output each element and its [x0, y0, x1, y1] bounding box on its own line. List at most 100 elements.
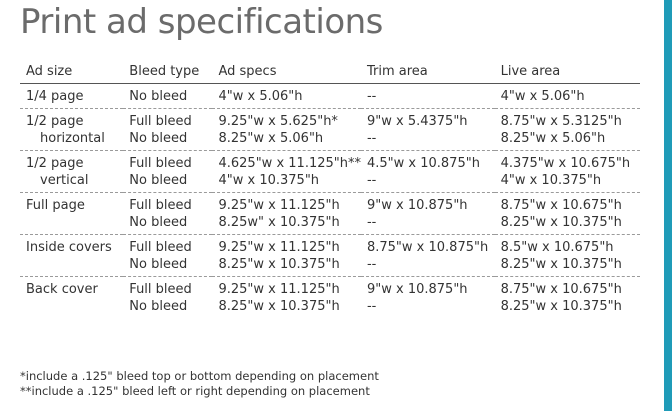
ad-specs-line: 9.25"w x 11.125"h: [218, 282, 340, 297]
ad-specs-line: 8.25w" x 10.375"h: [218, 215, 340, 230]
live-area-cell: 8.75"w x 10.675"h 8.25"w x 10.375"h: [495, 277, 640, 319]
bleed-type-line: No bleed: [129, 299, 188, 314]
bleed-type-cell: Full bleed No bleed: [123, 150, 213, 193]
header-ad-specs: Ad specs: [212, 58, 361, 84]
live-area-cell: 8.75"w x 10.675"h 8.25"w x 10.375"h: [494, 192, 640, 235]
header-ad-size: Ad size: [20, 58, 124, 84]
bleed-type-line: No bleed: [129, 215, 188, 230]
table-row: Full page Full bleed No bleed 9.25"w x 11.1…: [20, 192, 640, 235]
trim-area-line: 9"w x 10.875"h: [366, 198, 468, 213]
ad-size-cell: Full page: [20, 192, 124, 235]
bleed-type-line: Full bleed: [129, 240, 192, 255]
trim-area-line: --: [366, 257, 377, 272]
trim-area-cell: 9"w x 10.875"h --: [361, 277, 495, 319]
ad-size-cell: 1/4 page: [20, 83, 124, 109]
ad-size-line: vertical: [40, 173, 89, 188]
live-area-line: 8.75"w x 10.675"h: [500, 282, 622, 297]
footnote-double-asterisk: **include a .125" bleed left or right de…: [20, 384, 370, 398]
live-area-cell: 8.5"w x 10.675"h 8.25"w x 10.375"h: [494, 234, 640, 277]
trim-area-line: 9"w x 10.875"h: [366, 282, 468, 297]
ad-size-cell: Inside covers: [20, 234, 124, 277]
live-area-line: 8.75"w x 5.3125"h: [500, 114, 622, 129]
live-area-line: 8.25"w x 10.375"h: [500, 257, 622, 272]
header-live-area: Live area: [494, 58, 640, 84]
bleed-type-cell: No bleed: [123, 83, 213, 109]
page-title: Print ad specifications: [20, 2, 383, 42]
bleed-type-line: Full bleed: [129, 114, 192, 129]
trim-area-line: 8.75"w x 10.875"h: [366, 240, 489, 255]
table-row: Back cover Full bleed No bleed 9.25"w x 11.…: [20, 277, 640, 319]
bleed-type-cell: Full bleed No bleed: [123, 234, 213, 277]
ad-specs-line: 9.25"w x 11.125"h: [218, 198, 340, 213]
live-area-line: 8.25"w x 5.06"h: [500, 131, 606, 146]
header-bleed-type: Bleed type: [123, 58, 213, 84]
live-area-line: 4"w x 10.375"h: [500, 173, 602, 188]
table-header-row: Ad size Bleed type Ad specs Trim area Li…: [20, 58, 640, 84]
bleed-type-cell: Full bleed No bleed: [123, 192, 213, 235]
ad-specs-line: 4"w x 5.06"h: [218, 89, 303, 104]
ad-size-line: Back cover: [26, 282, 98, 297]
live-area-cell: 4"w x 5.06"h: [494, 83, 640, 109]
bleed-type-cell: Full bleed No bleed: [123, 108, 213, 151]
bleed-type-line: No bleed: [129, 131, 188, 146]
ad-specs-line: 9.25"w x 11.125"h: [218, 240, 340, 255]
trim-area-line: 4.5"w x 10.875"h: [366, 156, 480, 171]
ad-specs-line: 8.25"w x 5.06"h: [218, 131, 324, 146]
footnote-single-asterisk: *include a .125" bleed top or bottom dep…: [20, 369, 379, 383]
trim-area-cell: 9"w x 10.875"h --: [360, 192, 495, 235]
ad-specs-cell: 9.25"w x 11.125"h 8.25"w x 10.375"h: [212, 277, 361, 319]
trim-area-line: --: [366, 299, 377, 314]
ad-specs-cell: 9.25"w x 11.125"h 8.25w" x 10.375"h: [212, 192, 361, 235]
ad-size-line: 1/2 page: [26, 114, 84, 129]
ad-specs-cell: 9.25"w x 5.625"h* 8.25"w x 5.06"h: [212, 108, 361, 151]
table-row: Inside covers Full bleed No bleed 9.25"w x …: [20, 234, 640, 277]
ad-specs-cell: 4"w x 5.06"h: [212, 83, 361, 109]
ad-specs-line: 4.625"w x 11.125"h**: [218, 156, 361, 171]
ad-specs-line: 4"w x 10.375"h: [218, 173, 320, 188]
ad-specs-line: 8.25"w x 10.375"h: [218, 299, 340, 314]
ad-size-cell: Back cover: [20, 277, 123, 319]
ad-specs-cell: 4.625"w x 11.125"h** 4"w x 10.375"h: [212, 150, 361, 193]
live-area-line: 4.375"w x 10.675"h: [500, 156, 631, 171]
ad-size-cell: 1/2 page vertical: [20, 150, 124, 193]
trim-area-line: 9"w x 5.4375"h: [366, 114, 468, 129]
trim-area-cell: 4.5"w x 10.875"h --: [360, 150, 495, 193]
live-area-line: 4"w x 5.06"h: [500, 89, 585, 104]
live-area-cell: 4.375"w x 10.675"h 4"w x 10.375"h: [494, 150, 640, 193]
live-area-line: 8.5"w x 10.675"h: [500, 240, 614, 255]
live-area-cell: 8.75"w x 5.3125"h 8.25"w x 5.06"h: [494, 108, 640, 151]
table-row: 1/2 page vertical Full bleed No bleed 4.625"…: [20, 150, 640, 193]
ad-size-cell: 1/2 page horizontal: [20, 108, 124, 151]
trim-area-line: --: [366, 173, 377, 188]
trim-area-cell: 8.75"w x 10.875"h --: [360, 234, 495, 277]
trim-area-line: --: [366, 215, 377, 230]
ad-size-line: Full page: [26, 198, 85, 213]
bleed-type-cell: Full bleed No bleed: [123, 277, 212, 319]
bleed-type-line: No bleed: [129, 173, 188, 188]
header-trim-area: Trim area: [360, 58, 495, 84]
ad-size-line: 1/2 page: [26, 156, 84, 171]
live-area-line: 8.25"w x 10.375"h: [500, 299, 622, 314]
specs-table: Ad size Bleed type Ad specs Trim area Li…: [20, 58, 640, 318]
bleed-type-line: Full bleed: [129, 282, 192, 297]
bleed-type-line: No bleed: [129, 257, 188, 272]
ad-specs-line: 8.25"w x 10.375"h: [218, 257, 340, 272]
ad-size-line: Inside covers: [26, 240, 112, 255]
footnotes: *include a .125" bleed top or bottom dep…: [20, 369, 379, 399]
trim-area-cell: --: [360, 83, 495, 109]
bleed-type-line: No bleed: [129, 89, 188, 104]
live-area-line: 8.75"w x 10.675"h: [500, 198, 622, 213]
ad-specs-line: 9.25"w x 5.625"h*: [218, 114, 338, 129]
trim-area-cell: 9"w x 5.4375"h --: [360, 108, 495, 151]
table-row: 1/2 page horizontal Full bleed No bleed 9.25…: [20, 108, 640, 151]
ad-specs-cell: 9.25"w x 11.125"h 8.25"w x 10.375"h: [212, 234, 361, 277]
ad-size-line: horizontal: [40, 131, 105, 146]
ad-size-line: 1/4 page: [26, 89, 84, 104]
bleed-type-line: Full bleed: [129, 156, 192, 171]
accent-strip: [664, 0, 672, 411]
trim-area-line: --: [366, 89, 377, 104]
bleed-type-line: Full bleed: [129, 198, 192, 213]
table-row: 1/4 page No bleed 4"w x 5.06"h -- 4"w x 5.06…: [20, 83, 640, 109]
trim-area-line: --: [366, 131, 377, 146]
